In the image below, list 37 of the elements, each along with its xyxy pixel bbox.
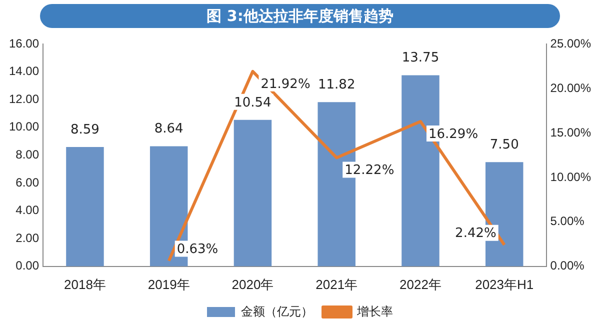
y-tick-label: 0.00 — [16, 258, 40, 273]
x-tick-label: 2021年 — [316, 276, 358, 292]
x-tick-label: 2022年 — [400, 276, 442, 292]
data-label: 7.50 — [490, 138, 519, 153]
y-tick-label: 2.00 — [16, 230, 40, 245]
x-tick-label: 2023年H1 — [475, 276, 534, 292]
data-label: 13.75 — [402, 50, 440, 66]
data-label: 10.54 — [234, 95, 272, 110]
data-label: 21.92% — [260, 76, 310, 92]
x-tick-label: 2019年 — [148, 276, 190, 292]
y-tick-label: 12.00 — [9, 92, 40, 106]
legend-label: 增长率 — [356, 304, 393, 318]
bar — [234, 120, 272, 266]
y-tick-label: 8.00 — [16, 148, 40, 162]
y-tick-label: 4.00 — [16, 203, 40, 218]
data-label: 12.22% — [344, 163, 394, 178]
x-tick-label: 2018年 — [64, 276, 106, 292]
data-label: 16.29% — [428, 126, 478, 142]
legend-label: 金额（亿元） — [241, 304, 313, 318]
data-label: 2.42% — [455, 226, 496, 242]
y-tick-label: 14.00 — [9, 64, 40, 78]
y2-tick-label: 5.00% — [550, 214, 585, 228]
chart-title: 图 3:他达拉非年度销售趋势 — [40, 4, 560, 28]
y2-tick-label: 20.00% — [550, 80, 592, 95]
x-tick-label: 2020年 — [232, 276, 274, 292]
data-label: 11.82 — [318, 77, 356, 92]
y-tick-label: 6.00 — [16, 175, 40, 190]
y-tick-label: 16.00 — [9, 36, 40, 50]
bar — [66, 147, 104, 266]
data-label: 8.59 — [70, 122, 100, 138]
data-label: 8.64 — [154, 122, 184, 137]
y2-tick-label: 15.00% — [550, 125, 592, 140]
data-label: 0.63% — [176, 242, 218, 258]
y2-tick-label: 25.00% — [550, 36, 592, 50]
y-tick-label: 10.00 — [9, 120, 40, 134]
y2-tick-label: 0.00% — [550, 258, 585, 273]
y2-tick-label: 10.00% — [550, 170, 592, 184]
